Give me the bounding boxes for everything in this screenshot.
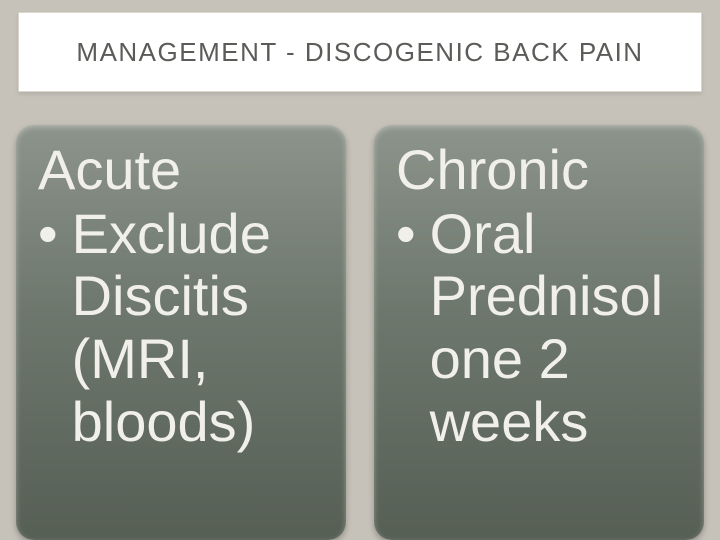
title-box: MANAGEMENT - DISCOGENIC BACK PAIN: [18, 12, 702, 92]
slide-title: MANAGEMENT - DISCOGENIC BACK PAIN: [76, 37, 643, 68]
bullet-mark: •: [38, 203, 58, 266]
bullet-text: Exclude Discitis (MRI, bloods): [72, 203, 326, 454]
card-acute: Acute • Exclude Discitis (MRI, bloods): [16, 125, 346, 540]
bullet-mark: •: [396, 203, 416, 266]
card-container: Acute • Exclude Discitis (MRI, bloods) C…: [16, 125, 704, 540]
bullet-row: • Oral Prednisolone 2 weeks: [396, 203, 684, 454]
bullet-text: Oral Prednisolone 2 weeks: [430, 203, 684, 454]
card-chronic: Chronic • Oral Prednisolone 2 weeks: [374, 125, 704, 540]
card-heading: Chronic: [396, 139, 684, 201]
card-heading: Acute: [38, 139, 326, 201]
bullet-row: • Exclude Discitis (MRI, bloods): [38, 203, 326, 454]
